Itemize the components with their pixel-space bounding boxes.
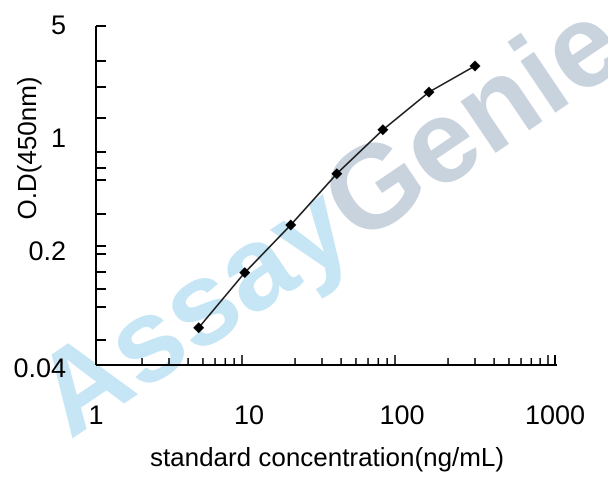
- y-tick-label: 5: [50, 10, 66, 40]
- data-point-diamond-icon: [331, 168, 343, 180]
- data-point-diamond-icon: [239, 267, 251, 279]
- y-tick-label: 0.2: [28, 236, 66, 266]
- x-tick-label: 1: [88, 400, 104, 430]
- data-point-diamond-icon: [469, 60, 481, 72]
- data-point-diamond-icon: [377, 124, 389, 136]
- axes: [95, 25, 557, 366]
- watermark: AssayGenie: [11, 0, 608, 462]
- x-tick-label: 100: [379, 400, 425, 430]
- y-axis-label: O.D(450nm): [12, 76, 42, 220]
- data-point-diamond-icon: [423, 86, 435, 98]
- x-axis-label: standard concentration(ng/mL): [149, 442, 505, 472]
- svg-text:AssayGenie: AssayGenie: [11, 0, 608, 462]
- x-tick-label: 10: [233, 400, 265, 430]
- data-point-diamond-icon: [285, 219, 297, 231]
- data-point-diamond-icon: [193, 322, 205, 334]
- x-tick-label: 1000: [524, 400, 586, 430]
- y-tick-label: 0.04: [13, 353, 66, 383]
- data-series: [193, 60, 481, 334]
- watermark-genie: Genie: [299, 0, 608, 267]
- y-tick-label: 1: [50, 123, 66, 153]
